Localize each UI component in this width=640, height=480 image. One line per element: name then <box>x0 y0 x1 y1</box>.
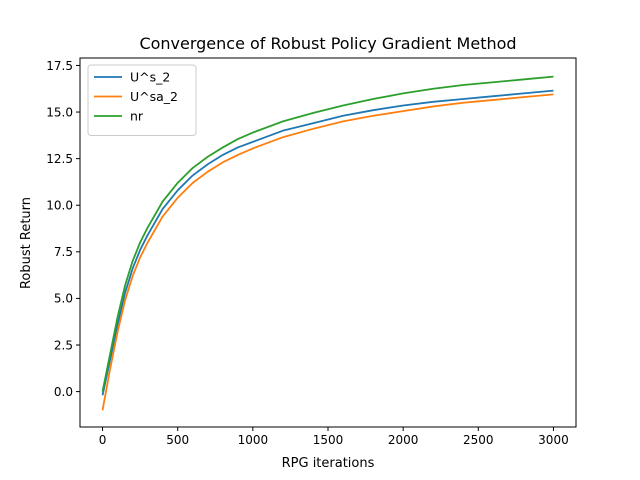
y-axis-ticks: 0.0 2.5 5.0 7.5 10.0 12.5 15.0 17.5 <box>46 59 80 399</box>
series-line-0 <box>101 89 554 396</box>
x-axis-ticks: 0 500 1000 1500 2000 2500 3000 <box>99 427 569 447</box>
x-tick-label: 500 <box>166 433 189 447</box>
y-tick-label: 17.5 <box>46 59 73 73</box>
legend-label-1: U^sa_2 <box>130 89 178 104</box>
y-tick-label: 12.5 <box>46 152 73 166</box>
x-tick-label: 2500 <box>463 433 494 447</box>
y-tick-label: 2.5 <box>54 338 73 352</box>
x-tick-label: 1000 <box>238 433 269 447</box>
y-axis-label: Robust Return <box>19 197 34 289</box>
y-tick-label: 7.5 <box>54 245 73 259</box>
y-tick-label: 15.0 <box>46 105 73 119</box>
x-tick-label: 1500 <box>313 433 344 447</box>
legend-box <box>87 64 197 136</box>
x-tick-label: 3000 <box>538 433 569 447</box>
chart-title: Convergence of Robust Policy Gradient Me… <box>139 34 516 53</box>
y-tick-label: 0.0 <box>54 385 73 399</box>
x-axis-label: RPG iterations <box>282 456 375 471</box>
y-tick-label: 5.0 <box>54 292 73 306</box>
series-line-2 <box>101 75 554 392</box>
legend: U^s_2 U^sa_2nr <box>87 64 197 136</box>
y-tick-label: 10.0 <box>46 199 73 213</box>
series-layer <box>101 75 554 411</box>
series-line-1 <box>101 93 554 411</box>
legend-label-0: U^s_2 <box>130 70 170 85</box>
x-tick-label: 2000 <box>388 433 419 447</box>
legend-label-2: nr <box>130 109 144 124</box>
x-tick-label: 0 <box>99 433 107 447</box>
